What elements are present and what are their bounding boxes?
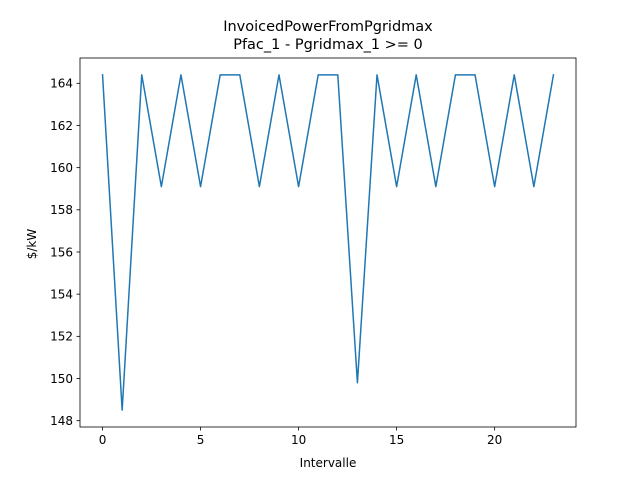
x-tick-label: 5	[197, 433, 205, 447]
y-tick-label: 162	[50, 119, 73, 133]
y-tick-label: 152	[50, 330, 73, 344]
x-tick-label: 10	[291, 433, 306, 447]
y-tick-label: 154	[50, 287, 73, 301]
y-tick-label: 156	[50, 245, 73, 259]
x-tick-label: 0	[99, 433, 107, 447]
axes-frame	[79, 57, 577, 428]
chart-title: InvoicedPowerFromPgridmax	[223, 19, 433, 35]
y-tick-label: 148	[50, 414, 73, 428]
chart-subtitle: Pfac_1 - Pgridmax_1 >= 0	[233, 37, 423, 53]
x-tick-label: 20	[487, 433, 502, 447]
y-tick-label: 164	[50, 77, 73, 91]
series-line-0	[101, 74, 555, 411]
x-axis-label: Intervalle	[300, 456, 357, 470]
y-tick-label: 160	[50, 161, 73, 175]
y-tick-label: 150	[50, 372, 73, 386]
y-tick-label: 158	[50, 203, 73, 217]
plot-area	[101, 74, 555, 411]
axes: 0 5 10 15 20 148 150 152 154 156 158 160 162 164	[50, 57, 577, 447]
x-tick-label: 15	[389, 433, 404, 447]
y-axis-label: $/kW	[25, 229, 39, 260]
